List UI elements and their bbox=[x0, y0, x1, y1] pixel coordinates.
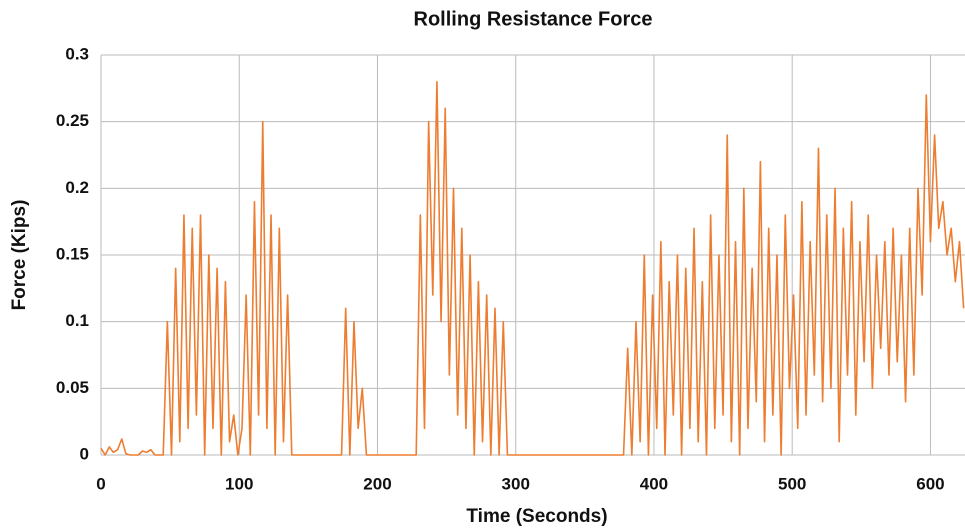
y-axis-label: Force (Kips) bbox=[9, 200, 30, 311]
y-tick-label: 0.05 bbox=[56, 378, 89, 397]
x-tick-label: 100 bbox=[225, 474, 253, 493]
y-tick-label: 0.1 bbox=[65, 311, 89, 330]
x-axis-label: Time (Seconds) bbox=[466, 506, 607, 527]
x-tick-label: 300 bbox=[502, 474, 530, 493]
x-tick-label: 400 bbox=[640, 474, 668, 493]
y-tick-label: 0.3 bbox=[65, 44, 89, 63]
line-series bbox=[100, 80, 965, 456]
y-tick-label: 0.25 bbox=[56, 111, 89, 130]
chart-title: Rolling Resistance Force bbox=[414, 8, 653, 30]
x-tick-label: 0 bbox=[96, 474, 105, 493]
y-tick-label: 0.15 bbox=[56, 244, 89, 263]
x-tick-label: 200 bbox=[363, 474, 391, 493]
x-tick-label: 500 bbox=[778, 474, 806, 493]
x-tick-label: 600 bbox=[916, 474, 944, 493]
y-tick-label: 0.2 bbox=[65, 178, 89, 197]
y-tick-label: 0 bbox=[80, 444, 89, 463]
